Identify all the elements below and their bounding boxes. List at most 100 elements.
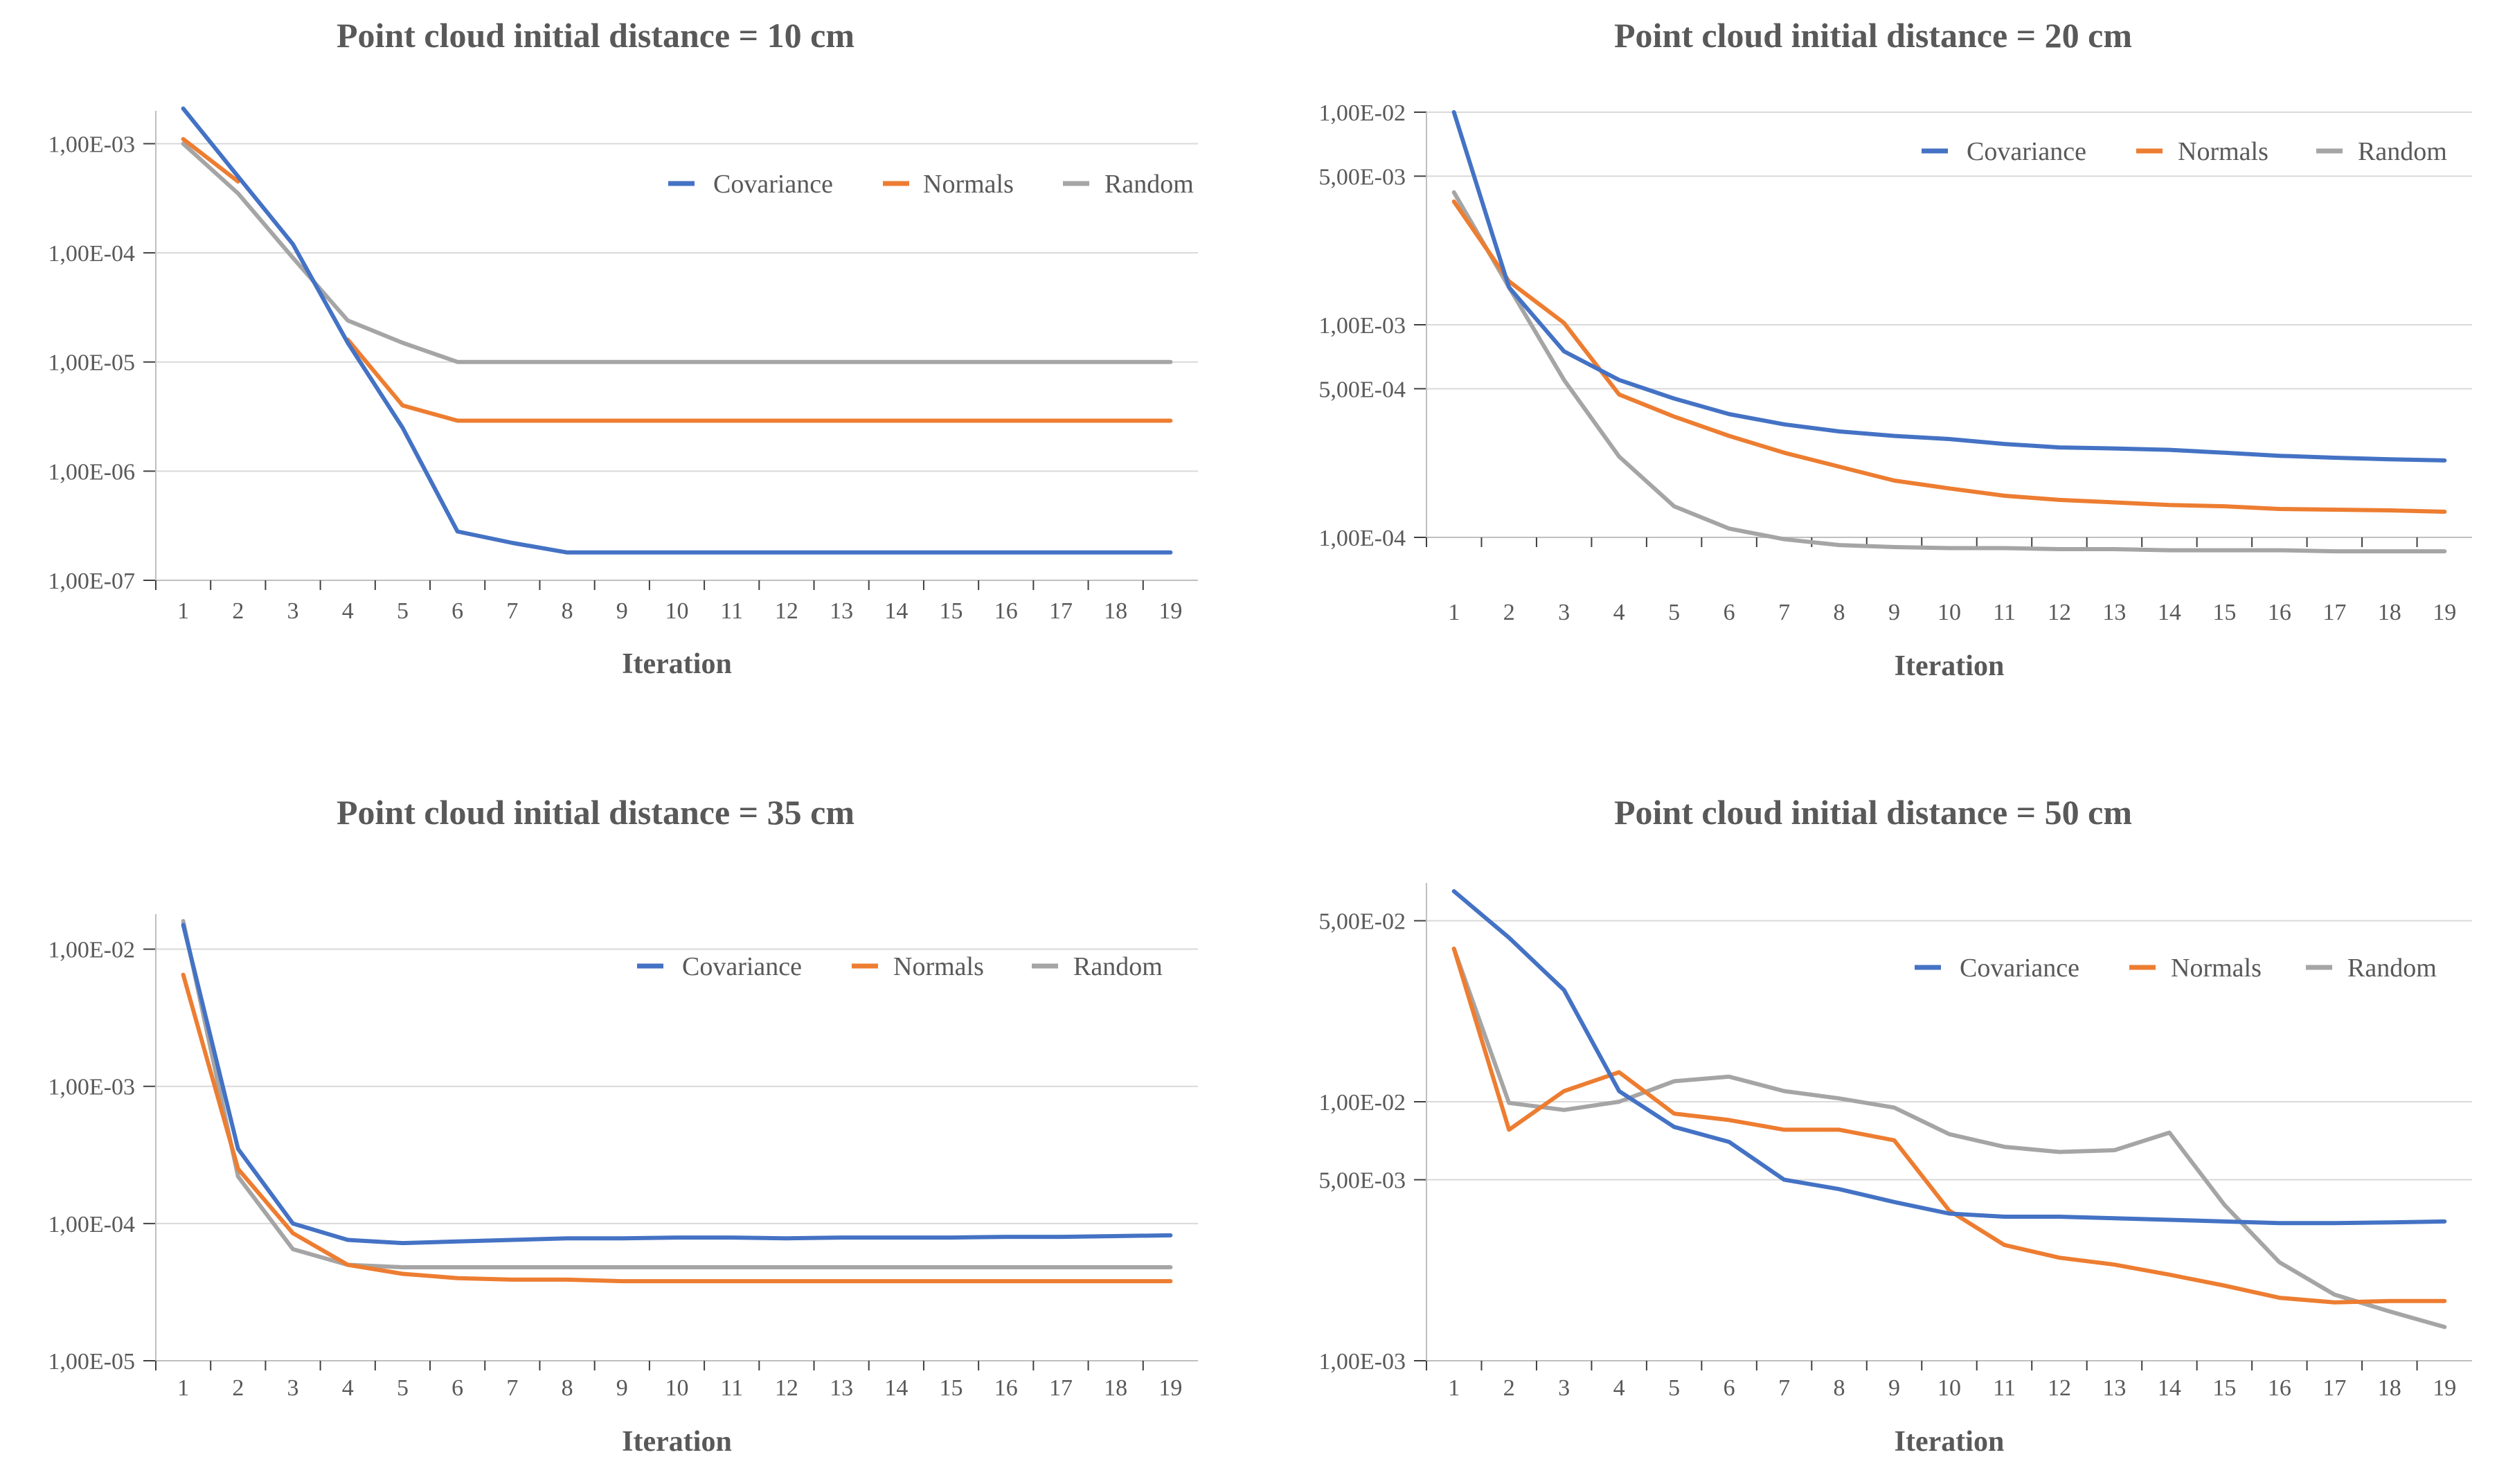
x-tick-label: 3 bbox=[287, 598, 299, 624]
x-tick-label: 8 bbox=[562, 598, 573, 624]
x-tick-label: 18 bbox=[2378, 600, 2401, 625]
y-tick-label: 1,00E-05 bbox=[48, 1349, 135, 1375]
series-line-normals bbox=[1451, 947, 2447, 1305]
x-tick-label: 15 bbox=[2212, 600, 2236, 625]
x-tick-label: 14 bbox=[2158, 600, 2181, 625]
x-axis-title: Iteration bbox=[622, 648, 732, 680]
x-tick-label: 17 bbox=[1049, 598, 1073, 624]
x-tick-label: 18 bbox=[2378, 1375, 2401, 1401]
chart-title: Point cloud initial distance = 35 cm bbox=[337, 793, 854, 832]
x-tick-label: 4 bbox=[1613, 1375, 1625, 1401]
x-tick-label: 3 bbox=[287, 1375, 299, 1401]
series-line-normals bbox=[181, 136, 1173, 423]
x-tick-label: 11 bbox=[720, 1375, 743, 1401]
x-tick-label: 19 bbox=[1158, 1375, 1182, 1401]
x-tick-label: 13 bbox=[2102, 1375, 2126, 1401]
x-tick-label: 5 bbox=[1668, 1375, 1680, 1401]
x-tick-label: 4 bbox=[342, 598, 354, 624]
x-tick-label: 17 bbox=[2323, 1375, 2346, 1401]
x-tick-label: 11 bbox=[720, 598, 743, 624]
legend-label-normals: Normals bbox=[2171, 954, 2262, 983]
series-line-covariance bbox=[1451, 889, 2447, 1226]
y-tick-label: 1,00E-06 bbox=[48, 459, 135, 485]
x-tick-label: 19 bbox=[2433, 1375, 2456, 1401]
x-tick-label: 8 bbox=[1834, 1375, 1845, 1401]
series-line-random bbox=[1451, 947, 2447, 1330]
y-tick-label: 1,00E-03 bbox=[48, 132, 135, 157]
x-tick-label: 19 bbox=[1158, 598, 1182, 624]
chart-title: Point cloud initial distance = 20 cm bbox=[1614, 16, 2132, 55]
y-tick-label: 1,00E-04 bbox=[48, 241, 135, 267]
x-tick-label: 16 bbox=[994, 598, 1018, 624]
x-tick-label: 7 bbox=[1778, 600, 1790, 625]
x-tick-label: 5 bbox=[397, 598, 409, 624]
x-tick-label: 13 bbox=[830, 598, 853, 624]
x-tick-label: 6 bbox=[451, 598, 463, 624]
x-tick-label: 8 bbox=[1834, 600, 1845, 625]
y-tick-label: 1,00E-04 bbox=[1318, 526, 1406, 551]
x-tick-label: 14 bbox=[884, 1375, 908, 1401]
series-line-random bbox=[181, 919, 1173, 1269]
legend-label-covariance: Covariance bbox=[1960, 954, 2079, 983]
x-tick-label: 13 bbox=[830, 1375, 853, 1401]
y-tick-label: 5,00E-04 bbox=[1318, 377, 1406, 402]
x-tick-label: 3 bbox=[1558, 600, 1570, 625]
x-tick-label: 17 bbox=[2323, 600, 2346, 625]
x-tick-label: 1 bbox=[1448, 1375, 1460, 1401]
y-tick-label: 1,00E-03 bbox=[48, 1075, 135, 1100]
x-tick-label: 19 bbox=[2433, 600, 2456, 625]
series-line-covariance bbox=[181, 106, 1173, 555]
x-tick-label: 16 bbox=[2268, 1375, 2291, 1401]
x-tick-label: 7 bbox=[506, 598, 518, 624]
legend: Covariance Normals Random bbox=[637, 952, 1163, 981]
x-tick-label: 18 bbox=[1104, 1375, 1127, 1401]
x-tick-label: 10 bbox=[665, 598, 689, 624]
x-tick-label: 6 bbox=[1724, 1375, 1735, 1401]
x-tick-label: 12 bbox=[775, 598, 798, 624]
x-axis-title: Iteration bbox=[622, 1426, 732, 1458]
x-tick-label: 1 bbox=[177, 1375, 189, 1401]
x-tick-label: 2 bbox=[232, 598, 244, 624]
x-tick-label: 1 bbox=[177, 598, 189, 624]
x-axis-title: Iteration bbox=[1895, 650, 2005, 682]
x-tick-label: 11 bbox=[1993, 1375, 2016, 1401]
chart-panel-1: Point cloud initial distance = 10 cm 1,00… bbox=[48, 16, 1198, 680]
legend: Covariance Normals Random bbox=[1915, 954, 2437, 983]
chart-panel-4: Point cloud initial distance = 50 cm 1,00… bbox=[1318, 793, 2472, 1458]
y-tick-label: 1,00E-04 bbox=[48, 1212, 135, 1237]
y-tick-label: 1,00E-07 bbox=[48, 569, 135, 594]
x-tick-label: 14 bbox=[884, 598, 908, 624]
x-tick-label: 9 bbox=[1888, 600, 1900, 625]
x-tick-label: 14 bbox=[2158, 1375, 2181, 1401]
y-tick-label: 1,00E-03 bbox=[1318, 313, 1406, 339]
series-line-normals bbox=[1451, 199, 2447, 514]
x-tick-label: 9 bbox=[616, 1375, 628, 1401]
legend-label-random: Random bbox=[2358, 137, 2447, 166]
legend-label-covariance: Covariance bbox=[1967, 137, 2086, 166]
legend-label-random: Random bbox=[1073, 952, 1163, 981]
x-tick-label: 7 bbox=[506, 1375, 518, 1401]
x-tick-label: 16 bbox=[2268, 600, 2291, 625]
chart-panel-3: Point cloud initial distance = 35 cm 1,00… bbox=[48, 793, 1198, 1458]
x-tick-label: 6 bbox=[1724, 600, 1735, 625]
x-tick-label: 1 bbox=[1448, 600, 1460, 625]
x-tick-label: 6 bbox=[451, 1375, 463, 1401]
y-tick-label: 1,00E-05 bbox=[48, 350, 135, 376]
legend: Covariance Normals Random bbox=[668, 170, 1194, 199]
x-tick-label: 5 bbox=[1668, 600, 1680, 625]
y-tick-label: 5,00E-03 bbox=[1318, 1168, 1406, 1194]
chart-title: Point cloud initial distance = 10 cm bbox=[337, 16, 854, 55]
x-tick-label: 2 bbox=[1503, 600, 1515, 625]
legend: Covariance Normals Random bbox=[1922, 137, 2447, 166]
x-tick-label: 4 bbox=[342, 1375, 354, 1401]
series-line-random bbox=[1451, 190, 2447, 554]
series-line-covariance bbox=[181, 922, 1173, 1246]
x-tick-label: 5 bbox=[397, 1375, 409, 1401]
x-tick-label: 2 bbox=[1503, 1375, 1515, 1401]
legend-label-normals: Normals bbox=[893, 952, 984, 981]
x-tick-label: 17 bbox=[1049, 1375, 1073, 1401]
x-tick-label: 9 bbox=[616, 598, 628, 624]
x-tick-label: 10 bbox=[1937, 1375, 1961, 1401]
